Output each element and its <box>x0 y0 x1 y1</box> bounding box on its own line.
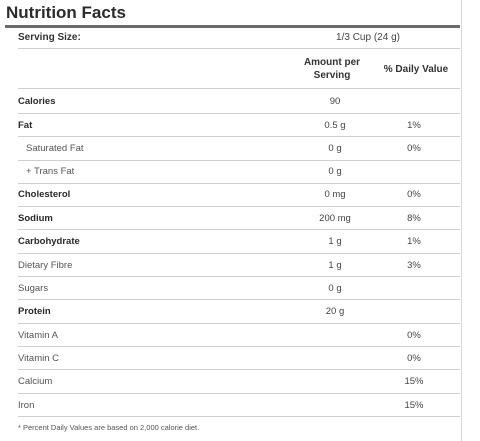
table-row: Fat 0.5 g 1% <box>18 120 460 136</box>
nutrient-daily-value: 0% <box>407 189 421 200</box>
amount-header-line1: Amount per <box>303 57 361 68</box>
nutrient-daily-value: 15% <box>404 400 424 411</box>
nutrient-daily-value: 1% <box>407 120 421 131</box>
table-row: Protein 20 g <box>18 306 460 322</box>
divider <box>18 276 460 277</box>
nutrient-name: Sugars <box>18 283 49 294</box>
nutrient-name: Saturated Fat <box>26 143 84 154</box>
nutrient-name: Carbohydrate <box>18 236 80 247</box>
nutrient-name: Fat <box>18 120 33 131</box>
table-row: Calories 90 <box>18 96 460 112</box>
nutrient-name: + Trans Fat <box>26 166 75 177</box>
table-row: Calcium 15% <box>18 376 460 392</box>
divider <box>18 113 460 114</box>
daily-value-header: % Daily Value <box>383 64 449 75</box>
divider <box>18 136 460 137</box>
table-row: Saturated Fat 0 g 0% <box>18 143 460 159</box>
divider <box>18 416 460 417</box>
divider <box>18 48 460 49</box>
nutrient-daily-value: 0% <box>407 143 421 154</box>
serving-size-label: Serving Size: <box>18 32 81 43</box>
divider <box>18 229 460 230</box>
nutrient-daily-value: 0% <box>407 353 421 364</box>
table-row: + Trans Fat 0 g <box>18 166 460 182</box>
nutrition-facts-panel: Nutrition Facts Serving Size: 1/3 Cup (2… <box>5 0 462 441</box>
title-divider <box>5 25 460 28</box>
nutrient-name: Calories <box>18 96 56 107</box>
nutrient-amount: 0 g <box>328 166 342 177</box>
nutrient-daily-value: 8% <box>407 213 421 224</box>
divider <box>18 160 460 161</box>
nutrient-name: Sodium <box>18 213 53 224</box>
nutrient-name: Vitamin C <box>18 353 60 364</box>
nutrient-daily-value: 1% <box>407 236 421 247</box>
nutrient-amount: 0.5 g <box>324 120 346 131</box>
nutrient-daily-value: 3% <box>407 260 421 271</box>
divider <box>18 183 460 184</box>
nutrient-name: Protein <box>18 306 51 317</box>
nutrient-daily-value: 0% <box>407 330 421 341</box>
nutrient-amount: 1 g <box>328 260 342 271</box>
table-row: Sugars 0 g <box>18 283 460 299</box>
divider <box>18 88 460 89</box>
nutrient-amount: 20 g <box>325 306 345 317</box>
page-title: Nutrition Facts <box>6 3 126 22</box>
divider <box>18 299 460 300</box>
table-row: Dietary Fibre 1 g 3% <box>18 260 460 276</box>
table-row: Vitamin C 0% <box>18 353 460 369</box>
nutrient-amount: 90 <box>329 96 341 107</box>
nutrient-amount: 1 g <box>328 236 342 247</box>
table-row: Cholesterol 0 mg 0% <box>18 189 460 205</box>
table-row: Vitamin A 0% <box>18 330 460 346</box>
divider <box>18 393 460 394</box>
nutrient-name: Vitamin A <box>18 330 58 341</box>
footnote: * Percent Daily Values are based on 2,00… <box>18 423 200 432</box>
nutrient-name: Calcium <box>18 376 53 387</box>
nutrient-name: Dietary Fibre <box>18 260 73 271</box>
amount-header-line2: Serving <box>313 70 351 81</box>
amount-per-serving-header: Amount per Serving <box>301 56 363 82</box>
divider <box>18 206 460 207</box>
nutrient-amount: 0 g <box>328 283 342 294</box>
nutrient-name: Cholesterol <box>18 189 71 200</box>
divider <box>18 346 460 347</box>
nutrient-name: Iron <box>18 400 35 411</box>
divider <box>18 369 460 370</box>
nutrient-daily-value: 15% <box>404 376 424 387</box>
nutrient-amount: 200 mg <box>319 213 351 224</box>
nutrient-amount: 0 g <box>328 143 342 154</box>
divider <box>18 323 460 324</box>
table-row: Carbohydrate 1 g 1% <box>18 236 460 252</box>
serving-size-value: 1/3 Cup (24 g) <box>336 32 400 43</box>
divider <box>18 253 460 254</box>
table-row: Iron 15% <box>18 400 460 416</box>
table-row: Sodium 200 mg 8% <box>18 213 460 229</box>
nutrient-amount: 0 mg <box>324 189 346 200</box>
